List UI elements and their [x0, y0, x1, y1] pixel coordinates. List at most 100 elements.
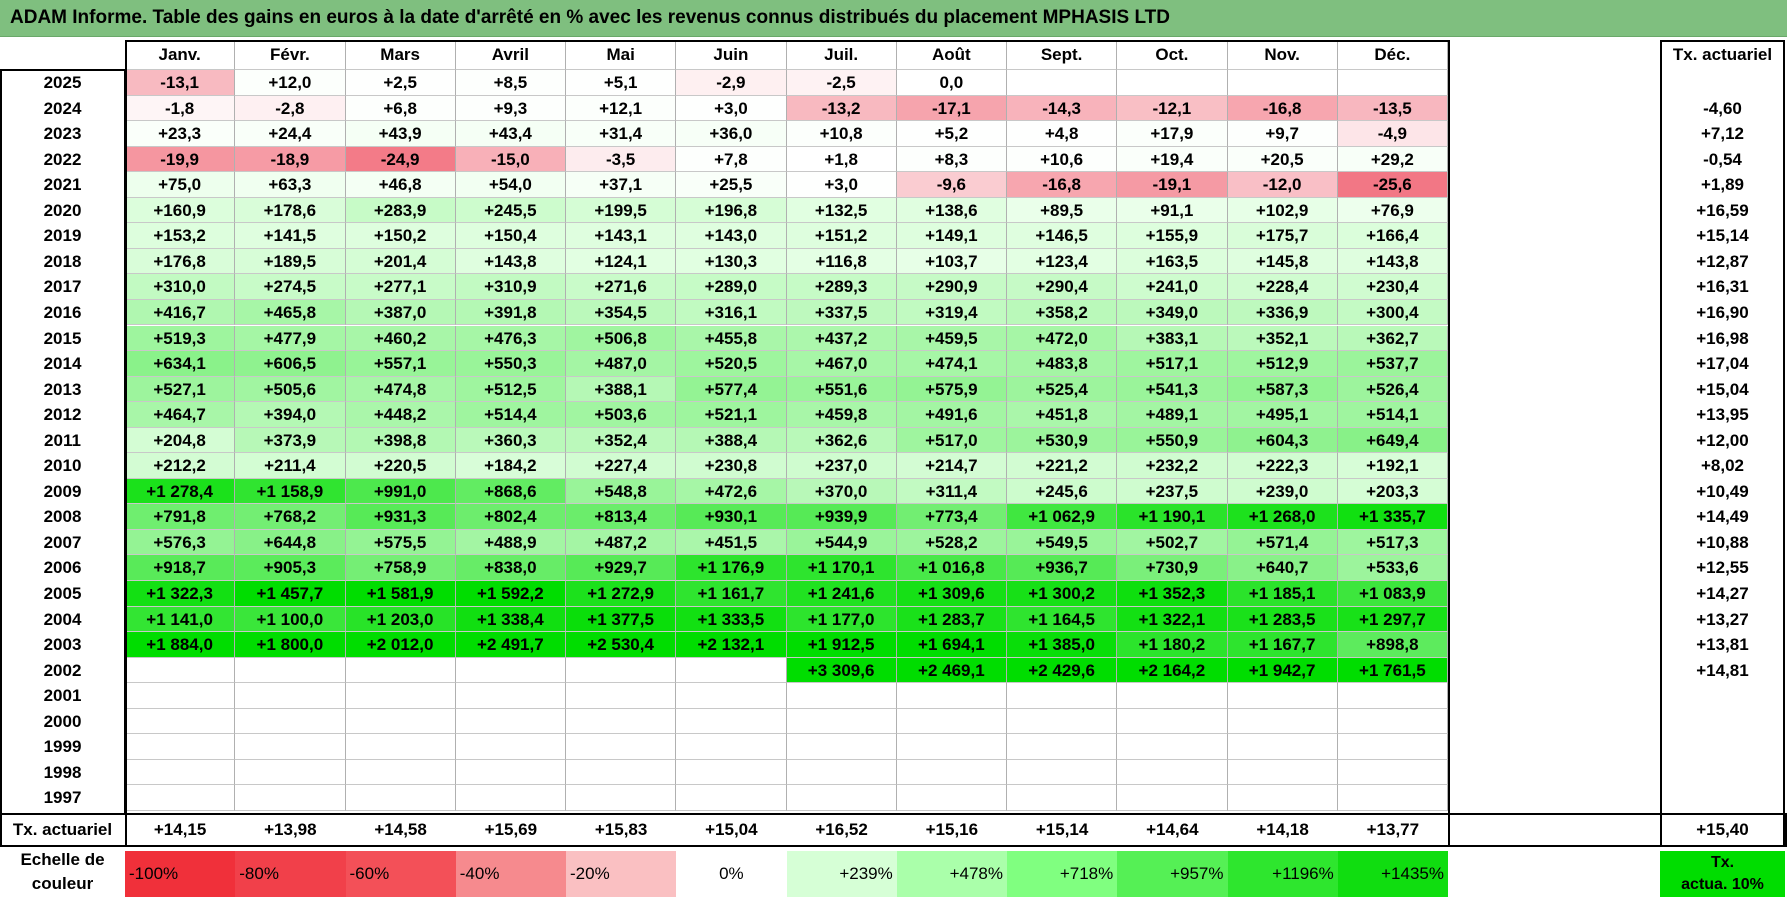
month-header: Mars	[345, 40, 456, 70]
year-label: 2008	[43, 507, 82, 527]
table-cell: +319,4	[896, 299, 1007, 326]
table-cell	[676, 734, 787, 760]
table-cell: +232,2	[1117, 453, 1228, 479]
table-cell: +2 469,1	[896, 657, 1007, 684]
table-cell	[455, 708, 566, 735]
table-cell: +5,2	[896, 121, 1007, 147]
tx-cell: +10,88	[1696, 532, 1749, 552]
table-cell: +123,4	[1007, 248, 1118, 275]
table-cell: +25,5	[676, 172, 787, 198]
table-cell	[125, 708, 236, 735]
table-cell: +138,6	[896, 197, 1007, 224]
table-cell	[786, 785, 897, 811]
table-cell: +166,4	[1337, 223, 1448, 249]
table-cell: +227,4	[566, 453, 677, 479]
table-cell	[896, 683, 1007, 709]
table-cell: +467,0	[786, 351, 897, 377]
table-cell	[235, 785, 346, 811]
tx-cell: -4,60	[1703, 98, 1742, 118]
table-cell: +459,5	[896, 325, 1007, 352]
table-cell: -19,1	[1117, 172, 1228, 198]
table-cell: +577,4	[676, 376, 787, 403]
table-cell: 0,0	[896, 70, 1007, 96]
tx-cell: +13,95	[1696, 405, 1749, 425]
year-label: 2004	[43, 609, 82, 629]
table-cell	[345, 759, 456, 786]
table-cell: +221,2	[1007, 453, 1118, 479]
table-cell	[455, 657, 566, 684]
table-cell	[1337, 683, 1448, 709]
color-scale-label-line1: Echelle de	[20, 850, 105, 869]
tx-cell: +16,59	[1696, 200, 1749, 220]
table-cell: +505,6	[235, 376, 346, 403]
table-cell	[1337, 708, 1448, 735]
table-cell: +10,8	[786, 121, 897, 147]
table-cell: +239,0	[1227, 478, 1338, 505]
table-cell: +1 800,0	[235, 632, 346, 658]
table-cell: +991,0	[345, 478, 456, 505]
tx-legend: Tx. actua. 10%	[1660, 851, 1785, 897]
table-cell: +1 268,0	[1227, 504, 1338, 530]
table-cell	[1007, 70, 1118, 96]
month-header: Janv.	[125, 40, 236, 70]
table-cell: +228,4	[1227, 274, 1338, 300]
table-cell: +31,4	[566, 121, 677, 147]
table-cell: +9,7	[1227, 121, 1338, 147]
table-cell: +437,2	[786, 325, 897, 352]
year-label: 2005	[43, 584, 82, 603]
table-cell: +8,3	[896, 146, 1007, 173]
table-cell: +576,3	[125, 529, 236, 556]
year-label: 2002	[43, 660, 82, 680]
table-cell: +289,0	[676, 274, 787, 300]
footer-cell: +15,14	[1035, 819, 1089, 839]
year-label: 2010	[43, 456, 82, 476]
table-cell	[676, 683, 787, 709]
table-cell: +184,2	[455, 453, 566, 479]
table-cell: +316,1	[676, 299, 787, 326]
table-cell: +352,1	[1227, 325, 1338, 352]
table-cell: +1 309,6	[896, 581, 1007, 607]
table-cell: -13,2	[786, 95, 897, 122]
table-cell: +220,5	[345, 453, 456, 479]
table-cell: +370,0	[786, 478, 897, 505]
table-cell: +1 581,9	[345, 581, 456, 607]
table-cell: +512,9	[1227, 351, 1338, 377]
month-header: Mai	[566, 40, 677, 70]
table-cell: +3,0	[676, 95, 787, 122]
tx-cell: -0,54	[1703, 149, 1742, 169]
table-cell: +394,0	[235, 402, 346, 428]
year-label: 2024	[43, 98, 82, 118]
table-cell	[896, 734, 1007, 760]
table-cell: +1 203,0	[345, 606, 456, 633]
year-label: 1999	[43, 737, 82, 757]
table-cell	[1007, 734, 1118, 760]
table-cell: +9,3	[455, 95, 566, 122]
table-cell	[1227, 683, 1338, 709]
tx-cell: +15,14	[1696, 226, 1749, 246]
table-cell: +362,7	[1337, 325, 1448, 352]
year-label: 2001	[43, 686, 82, 706]
table-cell: +451,8	[1007, 402, 1118, 428]
table-cell: +311,4	[896, 478, 1007, 505]
table-cell	[786, 734, 897, 760]
table-cell: +773,4	[896, 504, 1007, 530]
tx-cell	[1660, 70, 1785, 96]
table-cell: +204,8	[125, 427, 236, 454]
table-cell: +520,5	[676, 351, 787, 377]
table-cell: -15,0	[455, 146, 566, 173]
table-cell: +373,9	[235, 427, 346, 454]
table-cell: +1 385,0	[1007, 632, 1118, 658]
month-header: Juin	[676, 40, 787, 70]
color-scale-swatch: -40%	[455, 851, 566, 897]
table-cell	[896, 708, 1007, 735]
table-cell: +551,6	[786, 376, 897, 403]
table-cell: +1 241,6	[786, 581, 897, 607]
table-cell	[1337, 70, 1448, 96]
table-cell: +813,4	[566, 504, 677, 530]
table-cell: +362,6	[786, 427, 897, 454]
table-cell: +517,1	[1117, 351, 1228, 377]
table-cell	[1117, 683, 1228, 709]
table-cell: +155,9	[1117, 223, 1228, 249]
table-cell: +525,4	[1007, 376, 1118, 403]
table-cell: +503,6	[566, 402, 677, 428]
